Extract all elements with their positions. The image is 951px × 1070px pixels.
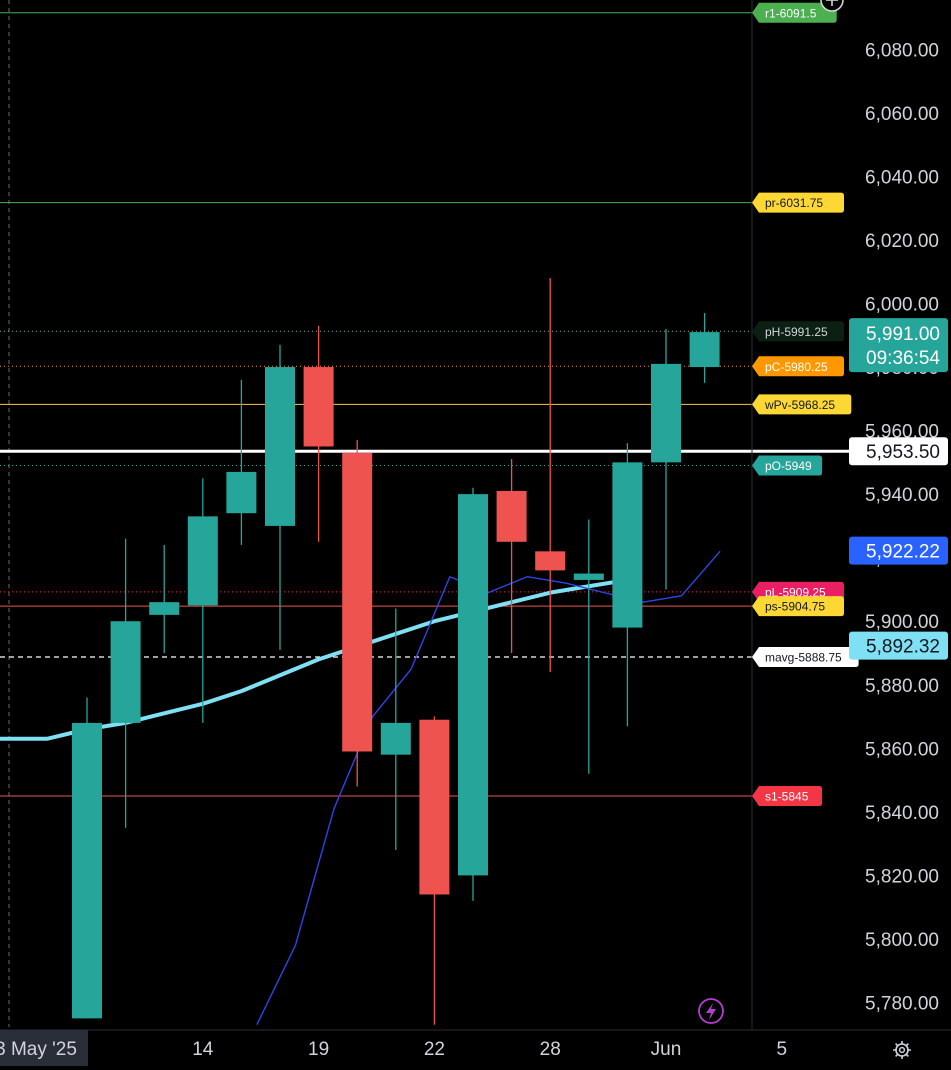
price-tick-label: 5,900.00 <box>865 612 939 633</box>
time-tick-label: 3 May '25 <box>0 1039 77 1060</box>
level-badge-label: pH-5991.25 <box>765 325 828 339</box>
price-axis-label-box <box>849 318 948 373</box>
candle-body <box>110 621 141 723</box>
candle-body <box>689 332 720 368</box>
countdown-label: 09:36:54 <box>866 348 940 369</box>
candlesticks <box>72 278 720 1025</box>
level-badge-shape <box>752 356 844 377</box>
level-badge-shape <box>752 596 844 617</box>
candle-body <box>149 602 180 615</box>
price-tick-label: 5,860.00 <box>865 739 939 760</box>
lightning-icon[interactable] <box>698 998 724 1024</box>
last-price-label: 5,991.00 <box>866 324 940 345</box>
plus-icon[interactable] <box>820 0 844 12</box>
level-badge: mavg-5888.75 <box>752 646 859 667</box>
price-axis-label: 5,991.00 09:36:54 <box>849 318 948 373</box>
price-axis-label: 5,892.32 <box>849 631 948 660</box>
price-axis-labels: 5,991.00 09:36:54 5,953.50 5,922.22 5,892.32 <box>849 318 948 660</box>
candle-body <box>419 719 450 895</box>
price-axis-label-text: 5,892.32 <box>866 637 940 658</box>
level-badge-label: pr-6031.75 <box>765 196 823 210</box>
level-badge-label: pO-5949 <box>765 459 812 473</box>
price-axis-label: 5,953.50 <box>849 437 948 466</box>
indicator-series <box>0 550 721 1026</box>
price-axis-label-text: 5,922.22 <box>866 542 940 563</box>
time-tick-label: 14 <box>192 1039 214 1060</box>
current-date-box <box>0 1030 88 1066</box>
level-badge: r1-6091.5 <box>752 2 837 23</box>
candle-body <box>380 722 411 755</box>
time-tick-label: Jun <box>651 1039 682 1060</box>
level-lines <box>0 12 852 797</box>
level-badge: wPv-5968.25 <box>752 394 852 415</box>
level-badge-shape <box>752 192 844 213</box>
price-tick-label: 6,040.00 <box>865 167 939 188</box>
level-badge: pr-6031.75 <box>752 192 844 213</box>
level-badge-label: ps-5904.75 <box>765 600 825 614</box>
price-tick-label: 6,000.00 <box>865 295 939 316</box>
candle-body <box>187 516 218 606</box>
level-badge-shape <box>752 455 823 476</box>
level-badge: pH-5991.25 <box>752 321 844 342</box>
gear-icon[interactable] <box>893 1041 911 1059</box>
level-badge-label: pC-5980.25 <box>765 360 828 374</box>
candle-body <box>535 551 566 571</box>
time-axis[interactable]: 3 May '25 14 19 22 28 Jun 5 <box>0 1030 787 1066</box>
level-badge-label: r1-6091.5 <box>765 6 817 20</box>
indicator-line <box>256 550 721 1026</box>
level-badge: pO-5949 <box>752 455 823 476</box>
candle-body <box>265 367 295 526</box>
candle-body <box>458 494 488 876</box>
price-tick-label: 6,020.00 <box>865 231 939 252</box>
time-tick-label: 28 <box>540 1039 561 1060</box>
price-axis-label-box <box>849 536 948 565</box>
level-badge-label: mavg-5888.75 <box>765 650 842 664</box>
level-badge-label: s1-5845 <box>765 789 809 803</box>
level-badge-label: wPv-5968.25 <box>764 398 835 412</box>
candle-body <box>303 367 334 447</box>
price-tick-label: 5,780.00 <box>865 994 939 1015</box>
price-tick-label: 6,060.00 <box>865 104 939 125</box>
price-axis-label-box <box>849 437 948 466</box>
candle-body <box>496 490 527 542</box>
price-axis-label-box <box>849 631 948 660</box>
level-badge-shape <box>752 2 837 23</box>
time-tick-label: 5 <box>777 1039 788 1060</box>
level-badge: s1-5845 <box>752 785 823 806</box>
level-badge-label: pL-5909.25 <box>765 585 826 599</box>
level-badge-shape <box>752 394 852 415</box>
price-tick-label: 5,820.00 <box>865 866 939 887</box>
level-badge-shape <box>752 785 823 806</box>
level-badge-shape <box>752 646 859 667</box>
price-axis-label-text: 5,953.50 <box>866 442 940 463</box>
price-tick-label: 5,840.00 <box>865 803 939 824</box>
candle-body <box>226 471 257 514</box>
candle-body <box>342 452 373 752</box>
level-badge-shape <box>752 321 844 342</box>
time-tick-label: 19 <box>308 1039 329 1060</box>
candle-body <box>72 722 102 1019</box>
price-tick-label: 5,880.00 <box>865 676 939 697</box>
price-axis-label: 5,922.22 <box>849 536 948 565</box>
level-badge: pC-5980.25 <box>752 356 844 377</box>
price-tick-label: 5,940.00 <box>865 485 939 506</box>
price-tick-label: 6,080.00 <box>865 40 939 61</box>
moving-average-line <box>0 577 628 741</box>
time-tick-label: 22 <box>424 1039 445 1060</box>
candle-body <box>573 573 604 580</box>
candle-body <box>612 462 643 628</box>
candle-body <box>651 363 681 463</box>
level-badge: ps-5904.75 <box>752 596 844 617</box>
level-badges: r1-6091.5 pr-6031.75 pH-5991.25 pC-5980.25 w… <box>752 2 859 806</box>
price-tick-label: 5,800.00 <box>865 930 939 951</box>
